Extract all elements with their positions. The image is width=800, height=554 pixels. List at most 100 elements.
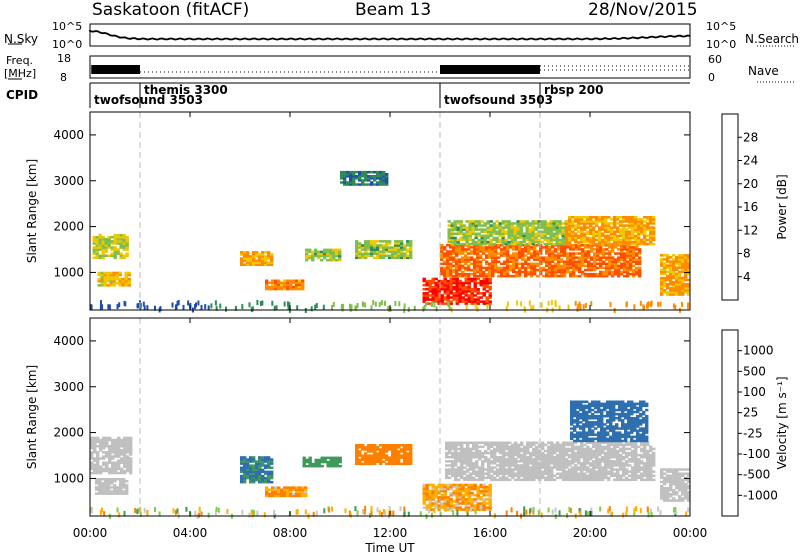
echo-cell xyxy=(457,451,461,455)
echo-cell xyxy=(554,250,558,253)
echo-cell xyxy=(255,478,259,482)
echo-cell xyxy=(125,492,129,495)
echo-cell xyxy=(447,230,451,233)
echo-cell xyxy=(265,490,269,494)
echo-cell xyxy=(111,467,115,471)
echo-cell xyxy=(607,462,611,465)
echo-cell xyxy=(652,242,656,246)
echo-cell xyxy=(493,451,497,455)
echo-cell xyxy=(551,270,555,274)
echo-cell xyxy=(111,455,115,458)
echo-cell xyxy=(93,445,97,448)
clutter-cell xyxy=(256,300,259,305)
echo-cell xyxy=(501,226,505,229)
echo-cell xyxy=(477,222,481,225)
echo-cell xyxy=(452,270,456,274)
echo-cell xyxy=(301,279,305,282)
echo-cell xyxy=(243,257,247,260)
echo-cell xyxy=(678,283,682,286)
echo-cell xyxy=(587,256,591,259)
echo-cell xyxy=(102,451,106,454)
echo-cell xyxy=(409,444,413,447)
echo-cell xyxy=(635,258,639,261)
echo-cell xyxy=(500,272,504,276)
echo-cell xyxy=(292,492,296,496)
echo-cell xyxy=(434,504,438,507)
echo-cell xyxy=(514,441,518,444)
echo-cell xyxy=(406,448,410,451)
echo-cell xyxy=(470,502,474,505)
echo-cell xyxy=(501,240,505,244)
echo-cell xyxy=(592,443,596,447)
echo-cell xyxy=(403,248,407,251)
echo-cell xyxy=(264,466,268,469)
echo-cell xyxy=(584,258,588,261)
echo-cell xyxy=(476,270,480,274)
y-tick-label: 1000 xyxy=(53,265,84,279)
echo-cell xyxy=(501,234,505,238)
echo-cell xyxy=(464,277,468,281)
echo-cell xyxy=(258,460,262,463)
echo-cell xyxy=(684,276,688,280)
echo-cell xyxy=(637,470,641,473)
echo-cell xyxy=(525,228,529,231)
echo-cell xyxy=(585,439,589,443)
echo-cell xyxy=(443,248,447,251)
echo-cell xyxy=(468,228,472,231)
echo-cell xyxy=(501,238,505,242)
echo-cell xyxy=(672,291,676,294)
echo-cell xyxy=(529,443,533,447)
echo-cell xyxy=(675,256,679,259)
echo-cell xyxy=(449,292,453,295)
echo-cell xyxy=(320,250,324,254)
echo-cell xyxy=(355,448,359,451)
echo-cell xyxy=(267,460,271,463)
echo-cell xyxy=(635,270,639,274)
echo-cell xyxy=(499,462,503,465)
echo-cell xyxy=(562,456,566,459)
echo-cell xyxy=(108,469,112,473)
echo-cell xyxy=(524,274,528,278)
echo-cell xyxy=(289,486,293,489)
echo-cell xyxy=(122,254,126,257)
echo-cell xyxy=(608,264,612,268)
echo-cell xyxy=(97,271,101,275)
echo-cell xyxy=(379,452,383,455)
echo-cell xyxy=(113,254,117,257)
echo-cell xyxy=(403,254,407,257)
echo-cell xyxy=(129,442,133,446)
echo-cell xyxy=(583,451,587,455)
echo-cell xyxy=(246,466,250,469)
echo-cell xyxy=(455,264,459,268)
echo-cell xyxy=(105,453,109,456)
echo-cell xyxy=(632,254,636,257)
echo-cell xyxy=(338,258,342,262)
echo-cell xyxy=(125,254,129,257)
echo-cell xyxy=(329,256,333,260)
echo-cell xyxy=(537,230,541,233)
echo-cell xyxy=(400,252,404,255)
echo-cell xyxy=(605,272,609,276)
echo-cell xyxy=(335,464,339,468)
echo-cell xyxy=(452,256,456,259)
echo-cell xyxy=(516,220,520,223)
echo-cell xyxy=(449,279,453,283)
echo-cell xyxy=(501,242,505,246)
echo-cell xyxy=(448,441,452,444)
echo-cell xyxy=(469,472,473,475)
echo-cell xyxy=(475,466,479,469)
echo-cell xyxy=(358,173,362,176)
echo-cell xyxy=(440,281,444,285)
echo-cell xyxy=(510,234,514,238)
echo-cell xyxy=(521,248,525,251)
echo-cell xyxy=(466,474,470,477)
echo-cell xyxy=(632,250,636,253)
echo-cell xyxy=(388,242,392,245)
echo-cell xyxy=(515,256,519,259)
echo-cell xyxy=(669,276,673,280)
echo-cell xyxy=(270,458,274,461)
echo-cell xyxy=(129,436,133,440)
echo-cell xyxy=(480,224,484,227)
echo-cell xyxy=(364,240,368,243)
echo-cell xyxy=(550,478,554,482)
